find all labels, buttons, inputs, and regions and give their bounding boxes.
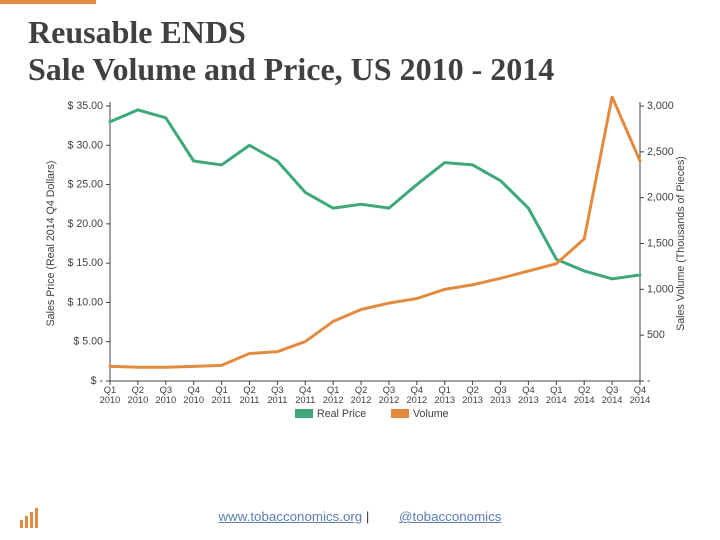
svg-text:2013: 2013	[434, 395, 455, 405]
svg-text:Real Price: Real Price	[317, 408, 366, 420]
svg-text:$ 15.00: $ 15.00	[67, 257, 103, 269]
svg-text:500: 500	[647, 329, 665, 341]
svg-text:2012: 2012	[351, 395, 372, 405]
svg-text:2014: 2014	[602, 395, 623, 405]
svg-text:2011: 2011	[295, 395, 315, 405]
svg-text:Q3: Q3	[160, 385, 172, 395]
svg-text:3,000: 3,000	[647, 100, 674, 112]
title-line-1: Reusable ENDS	[28, 14, 246, 50]
svg-text:Q2: Q2	[132, 385, 144, 395]
svg-text:2012: 2012	[379, 395, 400, 405]
footer-twitter-link[interactable]: @tobacconomics	[399, 509, 501, 524]
svg-text:2011: 2011	[212, 395, 232, 405]
svg-text:Q2: Q2	[243, 385, 255, 395]
svg-text:Q2: Q2	[466, 385, 478, 395]
svg-text:2014: 2014	[630, 395, 651, 405]
svg-text:2011: 2011	[239, 395, 259, 405]
svg-text:2012: 2012	[323, 395, 344, 405]
footer-separator: |	[362, 509, 369, 524]
svg-text:Q4: Q4	[522, 385, 534, 395]
svg-text:Q4: Q4	[187, 385, 199, 395]
page-title: Reusable ENDS Sale Volume and Price, US …	[28, 14, 700, 88]
svg-text:Q3: Q3	[606, 385, 618, 395]
svg-text:Q2: Q2	[355, 385, 367, 395]
svg-text:Q1: Q1	[439, 385, 451, 395]
svg-text:Q4: Q4	[411, 385, 423, 395]
svg-text:$ 20.00: $ 20.00	[67, 218, 103, 230]
svg-text:Q1: Q1	[327, 385, 339, 395]
svg-text:2013: 2013	[462, 395, 483, 405]
svg-text:2013: 2013	[490, 395, 511, 405]
footer-url-link[interactable]: www.tobacconomics.org	[219, 509, 363, 524]
svg-text:1,500: 1,500	[647, 238, 674, 250]
svg-text:Sales Volume (Thousands of Pie: Sales Volume (Thousands of Pieces)	[675, 156, 687, 331]
svg-text:2013: 2013	[518, 395, 539, 405]
svg-text:2014: 2014	[546, 395, 567, 405]
svg-text:$ 35.00: $ 35.00	[67, 100, 103, 112]
svg-text:2010: 2010	[128, 395, 149, 405]
svg-text:$ -: $ -	[91, 375, 104, 387]
svg-text:Q3: Q3	[494, 385, 506, 395]
title-line-2: Sale Volume and Price, US 2010 - 2014	[28, 51, 554, 87]
svg-text:2011: 2011	[267, 395, 287, 405]
svg-text:1,000: 1,000	[647, 283, 674, 295]
svg-text:2,500: 2,500	[647, 146, 674, 158]
footer-links: www.tobacconomics.org | @tobacconomics	[0, 509, 720, 524]
svg-text:$ 30.00: $ 30.00	[67, 139, 103, 151]
svg-text:Q1: Q1	[104, 385, 116, 395]
svg-text:2014: 2014	[574, 395, 595, 405]
svg-text:Q4: Q4	[634, 385, 646, 395]
svg-text:2010: 2010	[155, 395, 176, 405]
dual-axis-line-chart: $ - $ 5.00 $ 10.00 $ 15.00 $ 20.00 $ 25.00 $ 3…	[40, 96, 690, 436]
svg-text:$ 5.00: $ 5.00	[73, 336, 103, 348]
svg-text:2010: 2010	[100, 395, 121, 405]
svg-text:Volume: Volume	[413, 408, 449, 420]
svg-text:2012: 2012	[406, 395, 427, 405]
svg-text:Q2: Q2	[578, 385, 590, 395]
svg-text:Sales Price (Real 2014 Q4 Doll: Sales Price (Real 2014 Q4 Dollars)	[45, 161, 57, 327]
svg-text:$ 10.00: $ 10.00	[67, 296, 103, 308]
svg-text:Q4: Q4	[299, 385, 311, 395]
svg-text:Q1: Q1	[215, 385, 227, 395]
svg-text:$ 25.00: $ 25.00	[67, 179, 103, 191]
svg-text:Q3: Q3	[383, 385, 395, 395]
svg-text:2,000: 2,000	[647, 192, 674, 204]
header-accent-bar	[0, 0, 96, 4]
svg-text:Q3: Q3	[271, 385, 283, 395]
svg-text:Q1: Q1	[550, 385, 562, 395]
svg-text:2010: 2010	[183, 395, 204, 405]
svg-text:-: -	[647, 375, 651, 387]
